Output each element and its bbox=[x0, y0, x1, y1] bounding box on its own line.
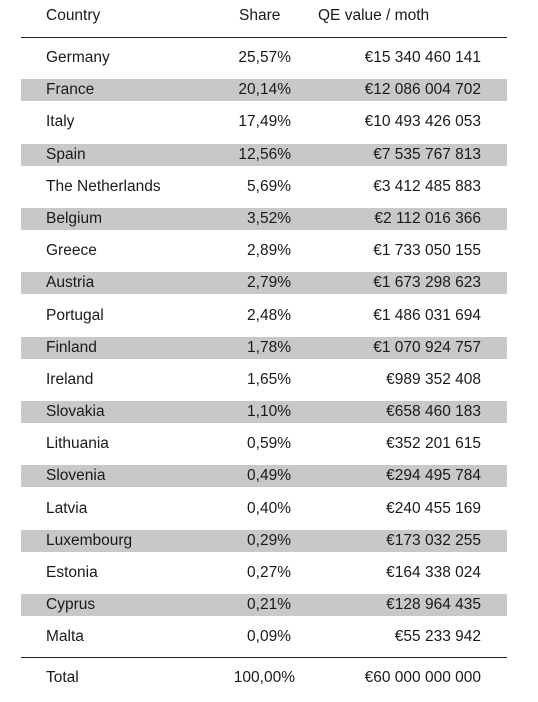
cell-share: 2,89% bbox=[247, 242, 291, 260]
column-header-country: Country bbox=[46, 7, 101, 24]
cell-country: Belgium bbox=[46, 209, 102, 227]
cell-country: Lithuania bbox=[46, 435, 109, 453]
table-row: Germany 25,57% €15 340 460 141 bbox=[21, 41, 507, 73]
row-shading bbox=[21, 143, 507, 166]
cell-value: €1 733 050 155 bbox=[373, 242, 481, 260]
cell-value: €164 338 024 bbox=[386, 564, 481, 581]
cell-value: €12 086 004 702 bbox=[364, 81, 481, 99]
cell-country: Latvia bbox=[46, 499, 88, 517]
cell-share: 0,59% bbox=[247, 435, 291, 453]
cell-value: €7 535 767 813 bbox=[373, 145, 481, 163]
cell-share: 1,10% bbox=[247, 403, 291, 421]
cell-share: 0,49% bbox=[247, 467, 291, 485]
table-row: Cyprus 0,21% €128 964 435 bbox=[21, 588, 507, 620]
row-shading bbox=[21, 529, 507, 552]
cell-country: Estonia bbox=[46, 564, 98, 581]
cell-share: 5,69% bbox=[247, 177, 291, 195]
table-row: Belgium 3,52% €2 112 016 366 bbox=[21, 202, 507, 234]
table-row: Slovenia 0,49% €294 495 784 bbox=[21, 459, 507, 491]
cell-country: Slovenia bbox=[46, 467, 106, 485]
row-shading bbox=[21, 401, 507, 424]
cell-country: Ireland bbox=[46, 370, 94, 388]
cell-country: France bbox=[46, 81, 95, 99]
cell-country: The Netherlands bbox=[46, 177, 161, 195]
table-header: Country Share QE value / moth bbox=[21, 0, 507, 38]
cell-share: 2,48% bbox=[247, 306, 291, 324]
table-row: Lithuania 0,59% €352 201 615 bbox=[21, 427, 507, 459]
cell-country: Luxembourg bbox=[46, 531, 133, 549]
qe-allocation-table: Country Share QE value / moth Germany 25,… bbox=[21, 0, 507, 686]
cell-share: 0,40% bbox=[247, 499, 291, 517]
total-value: €60 000 000 000 bbox=[364, 669, 481, 686]
cell-share: 25,57% bbox=[238, 49, 291, 66]
total-row: Total 100,00% €60 000 000 000 bbox=[21, 657, 507, 702]
table-row: Austria 2,79% €1 673 298 623 bbox=[21, 266, 507, 298]
row-shading bbox=[21, 465, 507, 488]
cell-country: Germany bbox=[46, 49, 110, 66]
cell-country: Slovakia bbox=[46, 403, 105, 421]
cell-country: Finland bbox=[46, 338, 97, 356]
row-shading bbox=[21, 207, 507, 230]
cell-country: Cyprus bbox=[46, 596, 96, 614]
row-shading bbox=[21, 79, 507, 102]
cell-value: €55 233 942 bbox=[394, 628, 481, 646]
table-row: Ireland 1,65% €989 352 408 bbox=[21, 363, 507, 395]
cell-value: €294 495 784 bbox=[386, 467, 481, 485]
table-row: Finland 1,78% €1 070 924 757 bbox=[21, 331, 507, 363]
table-row: The Netherlands 5,69% €3 412 485 883 bbox=[21, 170, 507, 202]
cell-value: €2 112 016 366 bbox=[374, 209, 481, 227]
table-row: Portugal 2,48% €1 486 031 694 bbox=[21, 299, 507, 331]
cell-country: Portugal bbox=[46, 306, 104, 324]
total-label: Total bbox=[46, 669, 79, 686]
row-shading bbox=[21, 272, 507, 295]
column-header-share: Share bbox=[239, 7, 281, 24]
cell-value: €128 964 435 bbox=[386, 596, 481, 614]
cell-value: €658 460 183 bbox=[386, 403, 481, 421]
table-body: Germany 25,57% €15 340 460 141 France 20,14%… bbox=[21, 38, 507, 653]
cell-value: €240 455 169 bbox=[386, 499, 481, 517]
cell-share: 0,27% bbox=[247, 564, 291, 581]
table-row: Luxembourg 0,29% €173 032 255 bbox=[21, 524, 507, 556]
cell-share: 0,29% bbox=[247, 531, 291, 549]
cell-value: €989 352 408 bbox=[386, 370, 481, 388]
cell-share: 1,78% bbox=[247, 338, 291, 356]
row-shading bbox=[21, 594, 507, 617]
cell-country: Italy bbox=[46, 113, 75, 131]
table-row: Greece 2,89% €1 733 050 155 bbox=[21, 234, 507, 266]
table-row: Estonia 0,27% €164 338 024 bbox=[21, 556, 507, 588]
cell-share: 0,21% bbox=[247, 596, 291, 614]
cell-share: 2,79% bbox=[247, 274, 291, 292]
cell-value: €1 486 031 694 bbox=[373, 306, 481, 324]
table-row: Latvia 0,40% €240 455 169 bbox=[21, 492, 507, 524]
cell-value: €10 493 426 053 bbox=[364, 113, 481, 131]
cell-share: 1,65% bbox=[247, 370, 291, 388]
cell-share: 20,14% bbox=[238, 81, 291, 99]
cell-country: Greece bbox=[46, 242, 97, 260]
table-row: France 20,14% €12 086 004 702 bbox=[21, 73, 507, 105]
table-row: Italy 17,49% €10 493 426 053 bbox=[21, 105, 507, 137]
cell-country: Malta bbox=[46, 628, 84, 646]
table-row: Slovakia 1,10% €658 460 183 bbox=[21, 395, 507, 427]
row-shading bbox=[21, 336, 507, 359]
column-header-value: QE value / moth bbox=[318, 7, 430, 24]
cell-share: 17,49% bbox=[238, 113, 291, 131]
cell-share: 3,52% bbox=[247, 209, 291, 227]
cell-country: Austria bbox=[46, 274, 95, 292]
cell-country: Spain bbox=[46, 145, 86, 163]
cell-value: €352 201 615 bbox=[386, 435, 481, 453]
cell-value: €1 673 298 623 bbox=[373, 274, 481, 292]
cell-value: €173 032 255 bbox=[386, 531, 481, 549]
table-row: Malta 0,09% €55 233 942 bbox=[21, 620, 507, 652]
cell-value: €15 340 460 141 bbox=[364, 49, 481, 66]
cell-share: 0,09% bbox=[247, 628, 291, 646]
cell-value: €3 412 485 883 bbox=[373, 177, 481, 195]
cell-share: 12,56% bbox=[238, 145, 291, 163]
total-share: 100,00% bbox=[233, 669, 295, 686]
table-row: Spain 12,56% €7 535 767 813 bbox=[21, 138, 507, 170]
cell-value: €1 070 924 757 bbox=[373, 338, 481, 356]
